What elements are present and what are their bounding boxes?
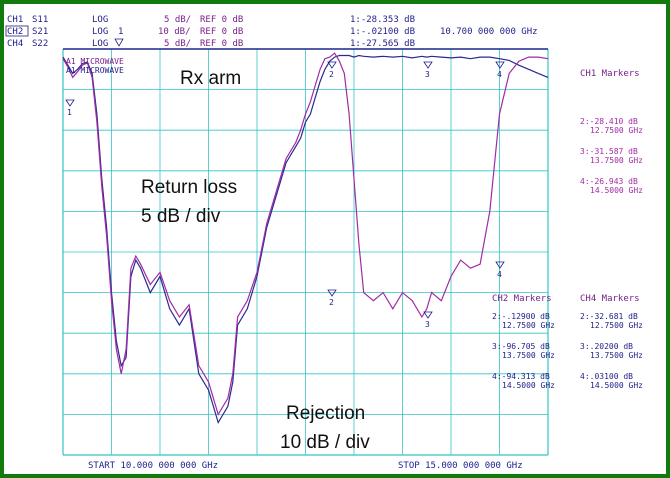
ch1-param: S11	[32, 15, 48, 25]
ch2-marker-4-value: 4:-94.313 dB	[492, 372, 550, 381]
ch2-marker-2-freq: 12.7500 GHz	[502, 321, 555, 330]
cal-line-1: A1 MICROWAVE	[66, 57, 124, 66]
start-frequency-label: START 10.000 000 000 GHz	[88, 461, 218, 471]
ref-triangle-icon	[114, 38, 124, 47]
ch2-marker-num: 1	[118, 27, 123, 37]
ch1-markers-title: CH1 Markers	[580, 69, 640, 79]
ch4-marker-2-value: 2:-32.681 dB	[580, 312, 638, 321]
ch1-marker-2-freq: 12.7500 GHz	[590, 126, 643, 135]
ch2-scale: 10 dB/	[158, 27, 191, 37]
ch1-marker-3-freq: 13.7500 GHz	[590, 156, 643, 165]
return-loss-scale-label: 5 dB / div	[141, 206, 221, 227]
annotations: Rx arm Return loss 5 dB / div Rejection …	[141, 68, 370, 453]
ch1-marker-4-freq: 14.5000 GHz	[590, 186, 643, 195]
marker-flag-label: 2	[329, 298, 334, 307]
ch4-scale: 5 dB/	[164, 39, 191, 49]
marker-flag-icon	[495, 61, 505, 69]
active-marker-frequency: 10.700 000 000 GHz	[440, 27, 538, 37]
ch2-marker-2-value: 2:-.12900 dB	[492, 312, 550, 321]
traces	[62, 52, 549, 424]
ch1-marker-4-value: 4:-26.943 dB	[580, 177, 638, 186]
ch4-marker-2-freq: 12.7500 GHz	[590, 321, 643, 330]
active-channel-box	[5, 25, 29, 37]
marker-flag-label: 3	[425, 70, 430, 79]
ch1-marker-2-value: 2:-28.410 dB	[580, 117, 638, 126]
marker-flag-icon	[423, 311, 433, 319]
marker-flag-icon	[423, 61, 433, 69]
ch2-marker-4-freq: 14.5000 GHz	[502, 381, 555, 390]
marker-flag-label: 1	[67, 108, 72, 117]
ch1-marker-table: CH1 Markers 2:-28.410 dB 12.7500 GHz 3:-…	[580, 69, 643, 195]
ch2-format: LOG	[92, 27, 108, 37]
ch1-ref: REF 0 dB	[200, 15, 243, 25]
marker-flag-icon	[65, 99, 75, 107]
rejection-label: Rejection	[286, 403, 365, 424]
marker-flags: 1 2 3 4 2 3 4	[65, 61, 505, 329]
ch4-marker-4-value: 4:.03100 dB	[580, 372, 633, 381]
active-marker-ch1: 1:-28.353 dB	[350, 15, 415, 25]
channel-header: CH1 S11 LOG 5 dB/ REF 0 dB CH2 S21 LOG 1…	[5, 15, 538, 75]
ch2-marker-table: CH2 Markers 2:-.12900 dB 12.7500 GHz 3:-…	[492, 294, 555, 390]
rejection-scale-label: 10 dB / div	[280, 432, 370, 453]
ch2-param: S21	[32, 27, 48, 37]
marker-flag-label: 2	[329, 70, 334, 79]
active-marker-ch4: 1:-27.565 dB	[350, 39, 415, 49]
trace-0	[62, 54, 549, 424]
stop-frequency-label: STOP 15.000 000 000 GHz	[398, 461, 523, 471]
ch1-marker-3-value: 3:-31.587 dB	[580, 147, 638, 156]
marker-flag-label: 4	[497, 70, 502, 79]
active-marker-ch2: 1:-.02100 dB	[350, 27, 415, 37]
marker-flag-icon	[327, 289, 337, 297]
ch4-marker-3-freq: 13.7500 GHz	[590, 351, 643, 360]
ch4-marker-3-value: 3:.20200 dB	[580, 342, 633, 351]
ch2-marker-3-value: 3:-96.705 dB	[492, 342, 550, 351]
marker-flag-label: 3	[425, 320, 430, 329]
ch4-markers-title: CH4 Markers	[580, 294, 640, 304]
rx-arm-label: Rx arm	[180, 68, 241, 89]
marker-flag-icon	[495, 261, 505, 269]
ch1-format: LOG	[92, 15, 108, 25]
ch4-format: LOG	[92, 39, 108, 49]
ch4-marker-table: CH4 Markers 2:-32.681 dB 12.7500 GHz 3:.…	[580, 294, 643, 390]
cal-line-2: A1 MICROWAVE	[66, 66, 124, 75]
ch1-scale: 5 dB/	[164, 15, 191, 25]
ch4-label[interactable]: CH4	[7, 39, 23, 49]
ch2-ref: REF 0 dB	[200, 27, 243, 37]
trace-1	[62, 52, 549, 416]
marker-flag-icon	[327, 61, 337, 69]
return-loss-label: Return loss	[141, 177, 237, 198]
ch4-param: S22	[32, 39, 48, 49]
ch2-label[interactable]: CH2	[7, 27, 23, 37]
ch1-label[interactable]: CH1	[7, 15, 23, 25]
marker-flag-label: 4	[497, 270, 502, 279]
ch4-marker-4-freq: 14.5000 GHz	[590, 381, 643, 390]
graticule	[62, 48, 549, 456]
ch2-marker-3-freq: 13.7500 GHz	[502, 351, 555, 360]
ch2-markers-title: CH2 Markers	[492, 294, 552, 304]
ch4-ref: REF 0 dB	[200, 39, 243, 49]
